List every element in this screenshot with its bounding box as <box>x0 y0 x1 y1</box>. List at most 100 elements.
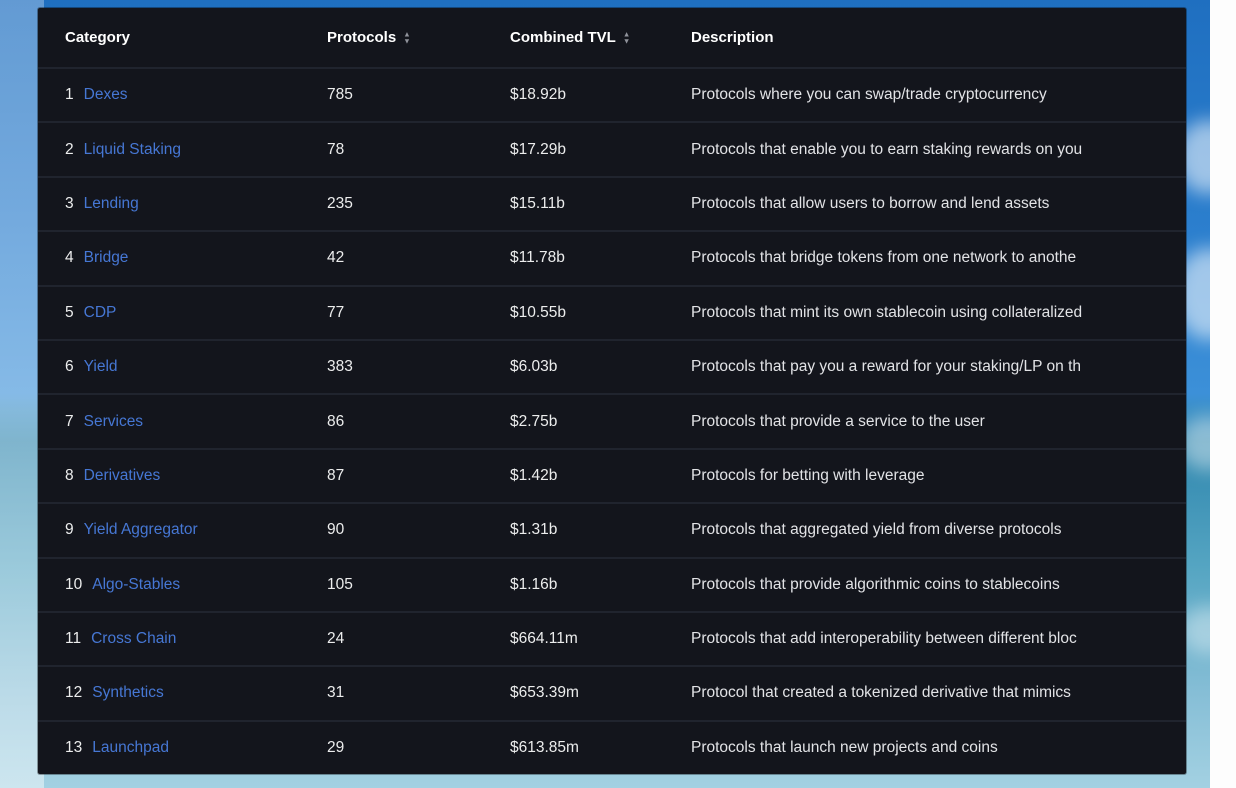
row-rank: 2 <box>65 140 74 158</box>
row-rank: 5 <box>65 303 74 321</box>
column-header-label: Description <box>691 29 774 46</box>
table-row: 12 Synthetics 31 $653.39m Protocol that … <box>38 665 1186 719</box>
column-header-combined-tvl[interactable]: Combined TVL ▲ ▼ <box>510 29 691 46</box>
table-row: 5 CDP 77 $10.55b Protocols that mint its… <box>38 284 1186 339</box>
protocols-count: 383 <box>327 358 353 376</box>
table-row: 6 Yield 383 $6.03b Protocols that pay yo… <box>38 338 1186 393</box>
row-description: Protocols that pay you a reward for your… <box>691 358 1082 376</box>
sort-down-icon: ▼ <box>403 36 411 45</box>
row-rank: 12 <box>65 684 83 702</box>
combined-tvl: $6.03b <box>510 358 558 376</box>
category-link[interactable]: Dexes <box>83 86 128 104</box>
category-link[interactable]: Algo-Stables <box>92 575 181 593</box>
row-rank: 7 <box>65 412 74 430</box>
category-link[interactable]: Cross Chain <box>91 630 177 648</box>
protocols-count: 235 <box>327 194 353 212</box>
sort-down-icon: ▼ <box>622 36 631 45</box>
row-rank: 9 <box>65 521 74 539</box>
category-cell: 3 Lending <box>65 195 327 213</box>
category-cell: 7 Services <box>65 413 327 431</box>
category-link[interactable]: Synthetics <box>92 684 164 702</box>
category-link[interactable]: Derivatives <box>83 466 161 484</box>
table-header-row: Category Protocols ▲ ▼ Combined TVL ▲ ▼ … <box>38 8 1186 67</box>
right-white-margin <box>1210 0 1236 788</box>
category-cell: 11 Cross Chain <box>65 630 327 648</box>
wallpaper-left-highlight <box>0 0 44 788</box>
category-cell: 6 Yield <box>65 358 327 376</box>
row-description: Protocols that mint its own stablecoin u… <box>691 303 1083 321</box>
table-row: 11 Cross Chain 24 $664.11m Protocols tha… <box>38 610 1186 665</box>
table-row: 1 Dexes 785 $18.92b Protocols where you … <box>38 67 1186 121</box>
table-row: 7 Services 86 $2.75b Protocols that prov… <box>38 393 1186 447</box>
protocols-count: 785 <box>327 86 353 104</box>
combined-tvl: $2.75b <box>510 412 558 430</box>
protocols-count: 42 <box>327 249 345 267</box>
row-description: Protocols that add interoperability betw… <box>691 630 1077 648</box>
category-link[interactable]: Yield <box>83 358 118 376</box>
category-cell: 1 Dexes <box>65 86 327 104</box>
category-cell: 9 Yield Aggregator <box>65 521 327 539</box>
protocols-count: 90 <box>327 521 345 539</box>
sort-up-icon: ▲ <box>403 29 411 39</box>
table-row: 13 Launchpad 29 $613.85m Protocols that … <box>38 719 1186 774</box>
category-cell: 8 Derivatives <box>65 467 327 485</box>
category-link[interactable]: Liquid Staking <box>83 140 181 158</box>
category-link[interactable]: Lending <box>83 194 139 212</box>
row-description: Protocols that provide algorithmic coins… <box>691 575 1060 593</box>
column-header-protocols[interactable]: Protocols ▲ ▼ <box>327 29 510 46</box>
protocols-count: 31 <box>327 684 345 702</box>
table-row: 9 Yield Aggregator 90 $1.31b Protocols t… <box>38 502 1186 556</box>
sort-up-icon: ▲ <box>622 29 631 39</box>
combined-tvl: $10.55b <box>510 303 567 321</box>
table-row: 3 Lending 235 $15.11b Protocols that all… <box>38 175 1186 230</box>
category-cell: 12 Synthetics <box>65 684 327 702</box>
combined-tvl: $1.16b <box>510 575 558 593</box>
combined-tvl: $1.42b <box>510 466 558 484</box>
combined-tvl: $664.11m <box>510 630 578 648</box>
combined-tvl: $18.92b <box>510 86 567 104</box>
category-link[interactable]: Launchpad <box>92 738 169 756</box>
protocols-count: 87 <box>327 466 345 484</box>
protocols-count: 24 <box>327 630 345 648</box>
row-rank: 3 <box>65 194 74 212</box>
table-row: 2 Liquid Staking 78 $17.29b Protocols th… <box>38 121 1186 175</box>
categories-table: Category Protocols ▲ ▼ Combined TVL ▲ ▼ … <box>38 8 1186 774</box>
protocols-count: 105 <box>327 575 353 593</box>
sort-icon[interactable]: ▲ ▼ <box>403 29 411 45</box>
category-cell: 5 CDP <box>65 304 327 322</box>
row-description: Protocols that bridge tokens from one ne… <box>691 249 1077 267</box>
column-header-category: Category <box>65 29 327 46</box>
category-link[interactable]: Services <box>83 412 144 430</box>
protocols-count: 29 <box>327 738 345 756</box>
category-link[interactable]: Bridge <box>83 249 129 267</box>
row-description: Protocol that created a tokenized deriva… <box>691 684 1071 702</box>
row-description: Protocols that allow users to borrow and… <box>691 194 1050 212</box>
sort-icon[interactable]: ▲ ▼ <box>622 29 631 45</box>
row-description: Protocols that launch new projects and c… <box>691 738 998 756</box>
row-rank: 6 <box>65 358 74 376</box>
column-header-label: Protocols <box>327 29 397 46</box>
combined-tvl: $1.31b <box>510 521 558 539</box>
row-rank: 10 <box>65 575 83 593</box>
combined-tvl: $15.11b <box>510 194 565 212</box>
column-header-label: Category <box>65 29 131 46</box>
category-cell: 10 Algo-Stables <box>65 576 327 594</box>
row-description: Protocols that enable you to earn stakin… <box>691 140 1083 158</box>
row-rank: 11 <box>65 630 82 648</box>
table-row: 4 Bridge 42 $11.78b Protocols that bridg… <box>38 230 1186 284</box>
category-link[interactable]: Yield Aggregator <box>83 521 198 539</box>
row-description: Protocols that provide a service to the … <box>691 412 985 430</box>
combined-tvl: $613.85m <box>510 738 579 756</box>
column-header-description: Description <box>691 29 1186 46</box>
category-cell: 4 Bridge <box>65 249 327 267</box>
table-row: 8 Derivatives 87 $1.42b Protocols for be… <box>38 447 1186 502</box>
row-description: Protocols that aggregated yield from div… <box>691 521 1062 539</box>
protocols-count: 86 <box>327 412 345 430</box>
combined-tvl: $17.29b <box>510 140 567 158</box>
combined-tvl: $11.78b <box>510 249 565 267</box>
category-link[interactable]: CDP <box>83 303 117 321</box>
row-rank: 4 <box>65 249 74 267</box>
column-header-label: Combined TVL <box>510 29 616 46</box>
protocols-count: 77 <box>327 303 345 321</box>
row-rank: 13 <box>65 738 83 756</box>
